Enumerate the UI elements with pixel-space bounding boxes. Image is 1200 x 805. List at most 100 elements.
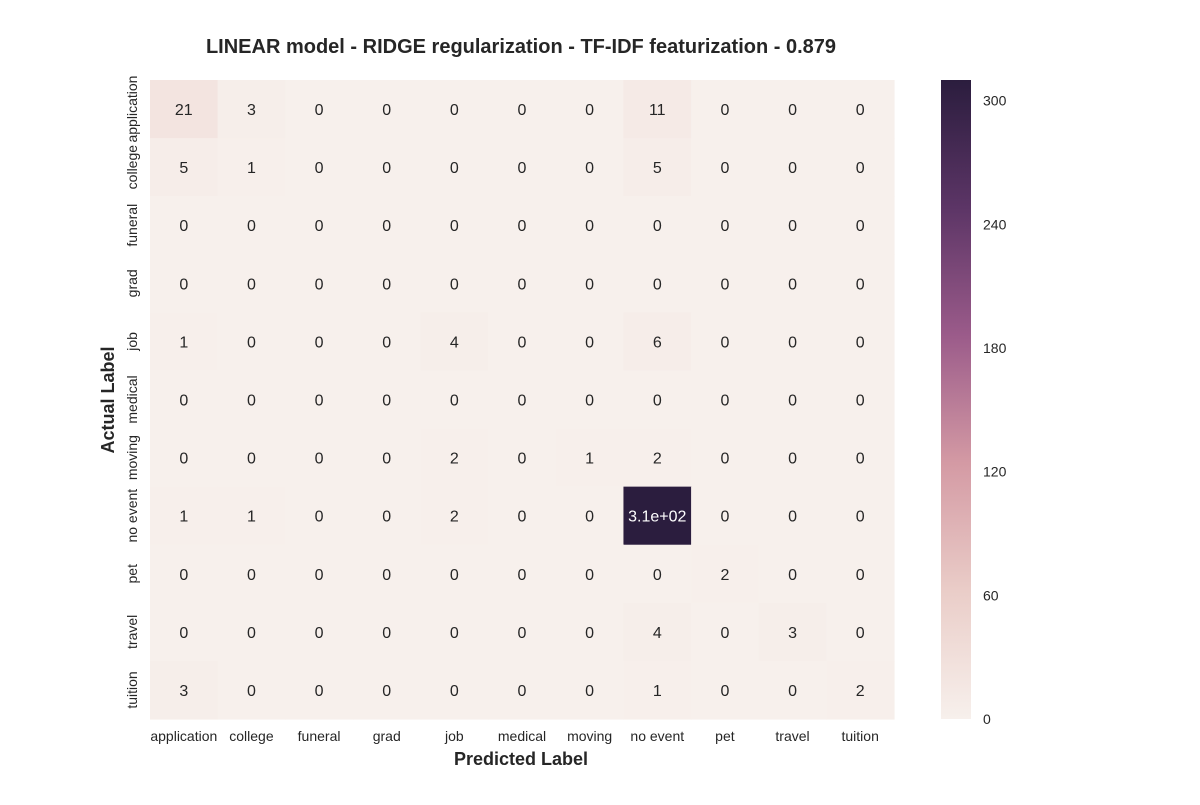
cell-value-label: 0 <box>720 509 729 526</box>
heatmap-cell <box>758 428 827 488</box>
heatmap-cell <box>420 602 489 662</box>
heatmap-cell <box>758 80 827 139</box>
cell-value-label: 0 <box>585 509 594 526</box>
cell-value-label: 0 <box>382 509 391 526</box>
heatmap-cell <box>691 138 760 197</box>
x-tick-label: job <box>444 728 464 744</box>
cell-value-label: 0 <box>585 102 594 119</box>
heatmap-cell <box>555 660 625 720</box>
heatmap-cell <box>488 138 557 197</box>
cell-value-label: 0 <box>788 567 797 584</box>
heatmap-cell <box>826 660 895 720</box>
y-tick-label: no event <box>124 489 140 543</box>
heatmap-cell <box>623 312 692 372</box>
cell-value-label: 0 <box>856 218 865 235</box>
heatmap-cell <box>623 370 692 430</box>
cell-value-label: 0 <box>856 393 865 410</box>
heatmap-cell <box>555 254 625 313</box>
cell-value-label: 0 <box>247 218 256 235</box>
cell-value-label: 0 <box>518 451 527 468</box>
heatmap-cell <box>285 660 354 720</box>
cell-value-label: 0 <box>247 683 256 700</box>
heatmap-cell <box>352 254 422 313</box>
y-tick-label: college <box>124 145 140 190</box>
y-tick-label: job <box>124 332 140 352</box>
cell-value-label: 0 <box>653 276 662 293</box>
y-axis-label: Actual Label <box>98 346 118 453</box>
cell-value-label: 0 <box>382 102 391 119</box>
heatmap-cell <box>285 602 354 662</box>
cell-value-label: 0 <box>450 160 459 177</box>
heatmap-cell <box>217 196 286 255</box>
cell-value-label: 0 <box>856 567 865 584</box>
heatmap-cell <box>826 428 895 488</box>
x-axis-label: Predicted Label <box>454 749 588 769</box>
heatmap-cell <box>420 428 489 488</box>
y-tick-labels: application college funeral grad job medical m… <box>124 76 140 709</box>
cell-value-label: 6 <box>653 334 662 351</box>
cell-value-label: 3 <box>179 683 188 700</box>
heatmap-cell <box>623 544 692 604</box>
heatmap-cell <box>488 486 557 546</box>
heatmap-cell <box>420 660 489 720</box>
heatmap-cell <box>352 80 422 139</box>
cell-value-label: 5 <box>653 160 662 177</box>
cell-value-label: 0 <box>788 276 797 293</box>
heatmap-cell <box>150 544 219 604</box>
heatmap-cell <box>691 80 760 139</box>
heatmap-cell <box>488 428 557 488</box>
cell-value-label: 0 <box>585 160 594 177</box>
cell-value-label: 0 <box>247 276 256 293</box>
heatmap-cell <box>488 602 557 662</box>
cell-value-label: 0 <box>382 683 391 700</box>
heatmap-cell <box>285 138 354 197</box>
cell-value-label: 0 <box>518 393 527 410</box>
cell-value-label: 0 <box>788 160 797 177</box>
y-tick-label: application <box>124 76 140 143</box>
heatmap-cell <box>623 138 692 197</box>
cell-value-label: 0 <box>382 625 391 642</box>
cell-value-label: 0 <box>720 160 729 177</box>
heatmap-cell <box>555 544 625 604</box>
cell-value-label: 3 <box>247 102 256 119</box>
heatmap-cell <box>623 428 692 488</box>
cell-value-label: 0 <box>720 276 729 293</box>
cell-value-label: 0 <box>382 393 391 410</box>
cell-value-label: 0 <box>788 218 797 235</box>
heatmap-cell <box>217 80 286 139</box>
heatmap-cell <box>555 80 625 139</box>
heatmap-cell <box>285 486 354 546</box>
heatmap-cell <box>420 312 489 372</box>
x-tick-label: pet <box>715 728 735 744</box>
heatmap-cell <box>488 370 557 430</box>
heatmap-cell <box>758 138 827 197</box>
heatmap-cell <box>758 660 827 720</box>
colorbar-tick-labels: 0 60 120 180 240 300 <box>983 93 1007 727</box>
cell-value-label: 0 <box>247 393 256 410</box>
heatmap-cell <box>826 254 895 313</box>
cell-value-label: 0 <box>653 393 662 410</box>
cell-value-label: 0 <box>450 218 459 235</box>
cell-value-label: 0 <box>856 509 865 526</box>
cell-value-label: 0 <box>450 683 459 700</box>
cell-value-label: 0 <box>518 683 527 700</box>
cell-value-label: 0 <box>518 102 527 119</box>
heatmap-cell <box>150 196 219 255</box>
heatmap-cell <box>420 544 489 604</box>
heatmap-cell <box>150 660 219 720</box>
cell-value-label: 0 <box>856 160 865 177</box>
heatmap-cell <box>691 544 760 604</box>
heatmap-cell <box>217 138 286 197</box>
cell-value-label: 0 <box>788 509 797 526</box>
cell-value-label: 0 <box>450 567 459 584</box>
heatmap-cell <box>150 254 219 313</box>
heatmap-cell <box>420 196 489 255</box>
cell-value-label: 0 <box>315 218 324 235</box>
colorbar-tick-label: 240 <box>983 216 1007 232</box>
heatmap-cell <box>555 428 625 488</box>
cell-value-label: 1 <box>247 509 256 526</box>
cell-value-label: 0 <box>788 102 797 119</box>
heatmap-cell <box>826 196 895 255</box>
cell-value-label: 4 <box>653 625 662 642</box>
cell-value-label: 0 <box>179 567 188 584</box>
